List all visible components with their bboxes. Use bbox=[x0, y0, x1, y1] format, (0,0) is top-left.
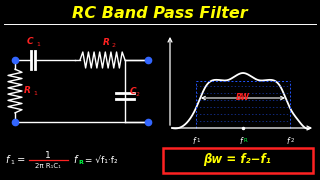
Text: 2: 2 bbox=[136, 92, 140, 97]
Text: R: R bbox=[103, 38, 109, 47]
Text: 1: 1 bbox=[45, 150, 51, 159]
Text: f: f bbox=[287, 137, 289, 146]
Text: f: f bbox=[73, 155, 76, 165]
Text: 2: 2 bbox=[290, 138, 294, 143]
Text: 1: 1 bbox=[10, 159, 14, 165]
Text: 1: 1 bbox=[33, 91, 37, 96]
Text: f: f bbox=[240, 137, 242, 146]
Text: R: R bbox=[243, 138, 247, 143]
Text: BW: BW bbox=[236, 93, 250, 102]
Text: f: f bbox=[5, 155, 8, 165]
Text: RC Band Pass Filter: RC Band Pass Filter bbox=[72, 6, 248, 21]
Text: R: R bbox=[24, 86, 30, 95]
Text: C: C bbox=[27, 37, 33, 46]
Text: βw = f₂−f₁: βw = f₂−f₁ bbox=[204, 154, 271, 166]
Text: 1: 1 bbox=[196, 138, 200, 143]
Text: 1: 1 bbox=[36, 42, 40, 47]
Text: 2π R₁C₁: 2π R₁C₁ bbox=[35, 163, 61, 169]
Text: =: = bbox=[14, 155, 25, 165]
Text: C: C bbox=[130, 87, 137, 96]
Text: 2: 2 bbox=[112, 43, 116, 48]
FancyBboxPatch shape bbox=[163, 147, 313, 172]
Text: R: R bbox=[78, 159, 83, 165]
Text: f: f bbox=[193, 137, 195, 146]
Text: = √f₁·f₂: = √f₁·f₂ bbox=[82, 156, 118, 165]
